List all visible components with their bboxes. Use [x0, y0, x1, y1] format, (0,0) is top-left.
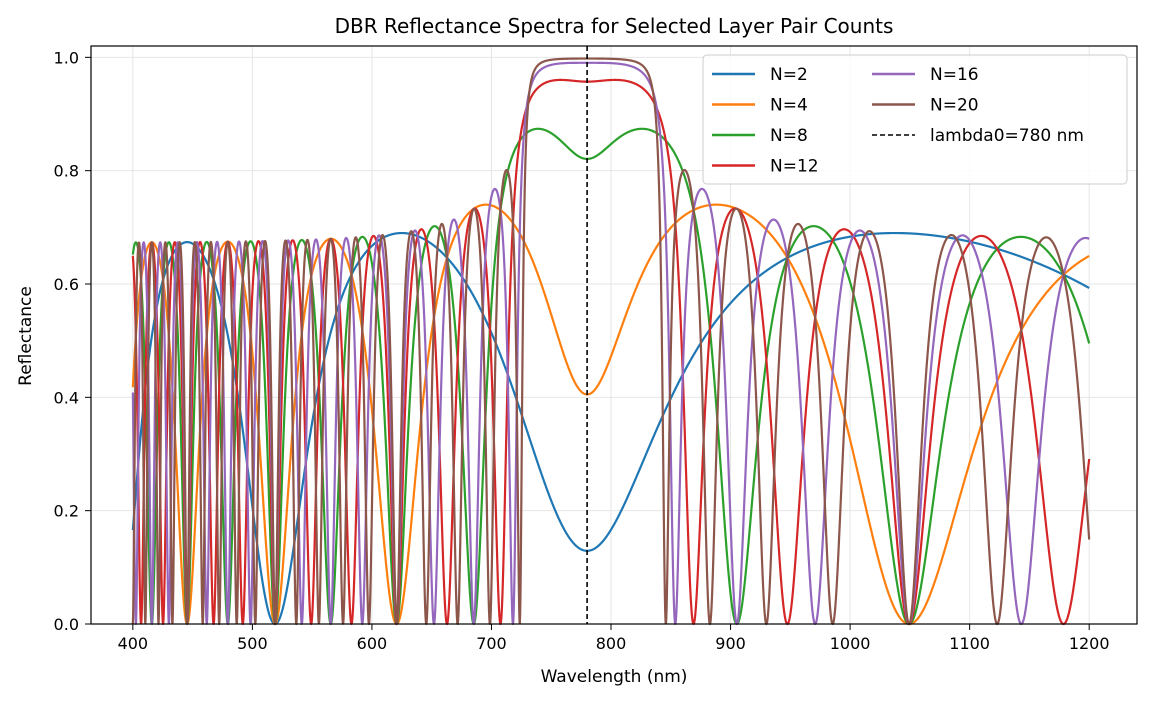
y-tick-label: 0.4: [54, 388, 79, 407]
y-tick-label: 0.0: [54, 615, 79, 634]
legend-label: N=16: [930, 65, 979, 85]
x-tick-label: 900: [715, 634, 746, 653]
series-line-n-12: [131, 78, 1091, 626]
x-tick-label: 1000: [830, 634, 871, 653]
series-line-n-2: [131, 231, 1090, 626]
x-tick-label: 600: [357, 634, 388, 653]
legend-label: N=4: [770, 96, 808, 116]
legend: N=2 N=4 N=8 N=12 N=16 N=20 lambda0=780 nm: [702, 54, 1128, 185]
series-line-n-16: [131, 61, 1090, 626]
series-line-n-20: [131, 57, 1091, 626]
x-axis-label: Wavelength (nm): [541, 667, 688, 687]
legend-label: N=8: [770, 126, 808, 146]
x-tick-label: 1100: [949, 634, 990, 653]
legend-label: lambda0=780 nm: [930, 126, 1084, 146]
x-tick-label: 700: [476, 634, 507, 653]
plot-frame-rect: [90, 45, 1138, 625]
x-tick-label: 400: [118, 634, 149, 653]
series-lines: [131, 46, 1091, 626]
y-tick-label: 0.8: [54, 162, 79, 181]
y-tick-label: 0.6: [54, 275, 79, 294]
chart-title: DBR Reflectance Spectra for Selected Lay…: [335, 14, 894, 38]
axes: 400 500 600 700 800 900 1000 1100 1200 0.0 0.2 0.4 0…: [54, 48, 1110, 653]
plot-frame: [90, 45, 1138, 625]
y-tick-label: 0.2: [54, 502, 79, 521]
x-tick-label: 800: [596, 634, 627, 653]
x-tick-label: 500: [237, 634, 268, 653]
legend-label: N=12: [770, 157, 819, 177]
legend-box: [702, 54, 1128, 185]
legend-label: N=2: [770, 65, 808, 85]
legend-label: N=20: [930, 96, 979, 116]
x-tick-label: 1200: [1069, 634, 1110, 653]
y-axis-label: Reflectance: [16, 286, 36, 386]
y-tick-label: 1.0: [54, 48, 79, 67]
